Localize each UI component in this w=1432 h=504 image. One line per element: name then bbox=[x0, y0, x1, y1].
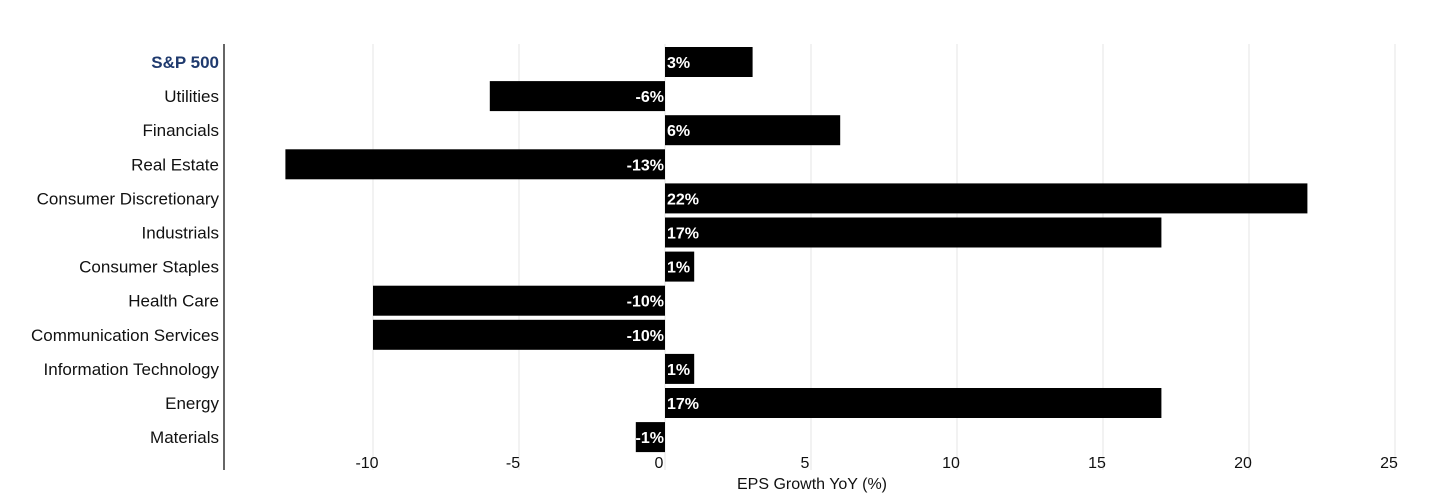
bar bbox=[373, 319, 665, 350]
bar bbox=[665, 115, 841, 146]
bar bbox=[373, 285, 665, 316]
bar bbox=[665, 183, 1308, 214]
bar bbox=[635, 422, 665, 453]
category-label: Financials bbox=[142, 121, 219, 140]
category-label: Industrials bbox=[142, 224, 219, 243]
x-tick-labels: -10 -5 0 5 10 15 20 25 bbox=[355, 455, 1398, 472]
category-label: Health Care bbox=[128, 292, 219, 311]
x-tick-label: -10 bbox=[355, 455, 378, 472]
category-label: S&P 500 bbox=[151, 53, 219, 72]
x-tick-label: 0 bbox=[655, 455, 664, 472]
category-label: Energy bbox=[165, 394, 219, 413]
category-label: Communication Services bbox=[31, 326, 219, 345]
category-label: Real Estate bbox=[131, 155, 219, 174]
bar bbox=[665, 47, 753, 77]
data-label: 1% bbox=[667, 362, 690, 379]
x-tick-label: 15 bbox=[1088, 455, 1106, 472]
x-tick-label: 20 bbox=[1234, 455, 1252, 472]
category-label: Consumer Staples bbox=[79, 258, 219, 277]
category-labels: S&P 500 Utilities Financials Real Estate Con… bbox=[31, 53, 220, 447]
bars: 3%-6%6%-13%22%17%1%-10%-10%1%17%-1% bbox=[285, 47, 1308, 453]
category-label: Consumer Discretionary bbox=[37, 189, 220, 208]
bar bbox=[665, 353, 695, 384]
x-tick-label: 10 bbox=[942, 455, 960, 472]
data-label: -13% bbox=[627, 157, 664, 174]
data-label: -6% bbox=[636, 89, 664, 106]
data-label: 6% bbox=[667, 123, 690, 140]
bar bbox=[665, 251, 695, 282]
data-label: 1% bbox=[667, 260, 690, 277]
data-label: 3% bbox=[667, 55, 690, 72]
x-tick-label: 5 bbox=[801, 455, 810, 472]
bar bbox=[489, 81, 665, 112]
bar bbox=[665, 217, 1162, 248]
data-label: 22% bbox=[667, 191, 699, 208]
data-label: 17% bbox=[667, 396, 699, 413]
category-label: Information Technology bbox=[44, 360, 220, 379]
category-label: Utilities bbox=[164, 87, 219, 106]
x-tick-label: 25 bbox=[1380, 455, 1398, 472]
x-tick-label: -5 bbox=[506, 455, 520, 472]
data-label: -10% bbox=[627, 294, 664, 311]
data-label: -1% bbox=[636, 430, 664, 447]
bar bbox=[285, 149, 665, 180]
data-label: 17% bbox=[667, 226, 699, 243]
data-label: -10% bbox=[627, 328, 664, 345]
x-axis-title: EPS Growth YoY (%) bbox=[737, 476, 887, 493]
bar bbox=[665, 388, 1162, 418]
category-label: Materials bbox=[150, 428, 219, 447]
